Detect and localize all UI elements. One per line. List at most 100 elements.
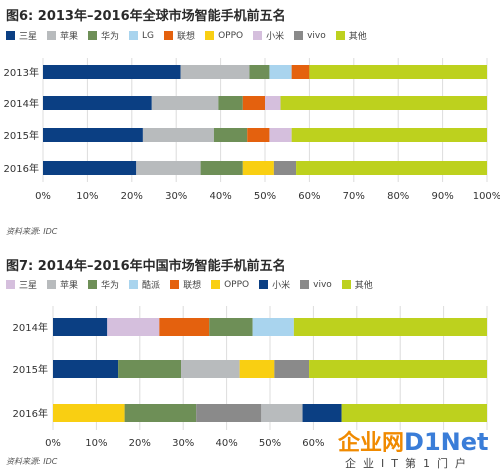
legend-label: LG — [142, 30, 155, 41]
x-tick-label: 100% — [473, 191, 500, 202]
x-tick-label: 0% — [35, 191, 51, 202]
legend-label: OPPO — [218, 30, 244, 41]
legend-item: vivo — [300, 280, 332, 290]
chart2-plot: 2014年 2015年 2016年 0% 10% 20% 30% 40% 50% 60% — [13, 306, 488, 449]
bar-segment — [200, 161, 243, 175]
bar-segment — [196, 404, 262, 422]
bar-segment — [136, 161, 201, 175]
legend-item: LG — [129, 31, 154, 41]
bar-segment — [265, 96, 281, 110]
bar-segment — [309, 65, 487, 79]
x-tick-label: 40% — [209, 191, 231, 202]
legend-swatch — [129, 280, 139, 289]
legend-item: 酷派 — [129, 278, 160, 291]
legend-swatch — [129, 31, 139, 40]
bar-segment — [309, 360, 487, 378]
x-tick-label: 50% — [259, 438, 281, 449]
bar-segment — [274, 360, 310, 378]
legend-label: 联想 — [183, 281, 202, 291]
x-tick-label: 70% — [343, 191, 365, 202]
x-tick-label: 60% — [302, 438, 324, 449]
x-tick-label: 0% — [45, 438, 61, 449]
legend-item: OPPO — [211, 280, 249, 290]
legend-item: 其他 — [335, 29, 367, 42]
legend-swatch — [294, 31, 304, 40]
bar-segment — [291, 128, 487, 142]
legend-item: 华为 — [88, 278, 119, 291]
chart1-plot: 2013年 2014年 2015年 2016年 0% 10% 20% 30% 40% 50% 60%… — [4, 58, 500, 202]
legend-item: 其他 — [341, 278, 373, 291]
chart2-source: 资料来源: IDC — [6, 457, 58, 466]
category-label: 2014年 — [4, 97, 39, 110]
legend-label: 三星 — [19, 281, 38, 291]
bar-segment — [242, 161, 274, 175]
bar-segment — [242, 96, 265, 110]
bar-segment — [53, 404, 125, 422]
x-tick-label: 80% — [387, 191, 409, 202]
legend-swatch — [341, 280, 351, 289]
legend-label: vivo — [313, 279, 332, 290]
bar-segment — [43, 65, 181, 79]
legend-item: 三星 — [6, 278, 37, 291]
bar-segment — [53, 318, 108, 336]
bar-segment — [302, 404, 342, 422]
category-label: 2015年 — [4, 129, 39, 142]
bar-segment — [341, 404, 487, 422]
category-label: 2015年 — [13, 363, 48, 376]
legend-label: 苹果 — [60, 32, 79, 42]
bar-segment — [239, 360, 275, 378]
legend-swatch — [300, 280, 310, 289]
legend-label: 苹果 — [60, 281, 79, 291]
chart2-legend: 三星 苹果 华为 酷派 联想 OPPO 小米 vivo 其他 — [6, 278, 373, 291]
chart2-title: 图7: 2014年–2016年中国市场智能手机前五名 — [6, 259, 286, 274]
legend-label: OPPO — [224, 279, 250, 290]
legend-item: 联想 — [164, 29, 195, 42]
bar-segment — [280, 96, 487, 110]
bar-segment — [273, 161, 297, 175]
bar-segment — [159, 318, 210, 336]
watermark-cn: 企业网 — [338, 431, 405, 456]
bar-segment — [209, 318, 253, 336]
legend-item: 苹果 — [47, 278, 78, 291]
bar-segment — [218, 96, 243, 110]
bar-segment — [249, 65, 270, 79]
legend-item: 三星 — [6, 29, 37, 42]
legend-label: 酷派 — [142, 281, 161, 291]
watermark-en: D1Net — [404, 428, 489, 456]
watermark-logo: 企业网D1Net — [338, 425, 488, 457]
legend-swatch — [88, 280, 98, 289]
legend-swatch — [6, 31, 15, 40]
legend-swatch — [47, 280, 57, 289]
legend-item: 小米 — [259, 278, 290, 291]
legend-item: vivo — [294, 31, 326, 41]
watermark-subtitle: 企业IT第1门户 — [345, 457, 473, 470]
legend-item: 联想 — [170, 278, 201, 291]
legend-label: 三星 — [19, 32, 38, 42]
legend-item: OPPO — [205, 31, 243, 41]
chart1-source: 资料来源: IDC — [6, 227, 58, 236]
x-tick-label: 50% — [254, 191, 276, 202]
bar-segment — [213, 128, 248, 142]
x-tick-label: 60% — [298, 191, 320, 202]
legend-label: 其他 — [354, 281, 373, 291]
bar-segment — [118, 360, 182, 378]
legend-swatch — [205, 31, 215, 40]
x-tick-label: 40% — [215, 438, 237, 449]
bar-segment — [181, 360, 240, 378]
legend-swatch — [170, 280, 180, 289]
legend-swatch — [253, 31, 263, 40]
x-tick-label: 30% — [165, 191, 187, 202]
legend-item: 小米 — [253, 29, 284, 42]
legend-swatch — [88, 31, 98, 40]
legend-swatch — [335, 31, 345, 40]
bar-segment — [43, 161, 137, 175]
legend-swatch — [211, 280, 221, 289]
legend-label: 联想 — [177, 32, 196, 42]
legend-label: 小米 — [272, 281, 291, 291]
legend-label: 其他 — [348, 32, 367, 42]
bar-segment — [151, 96, 219, 110]
legend-label: 华为 — [101, 32, 120, 42]
x-tick-label: 20% — [121, 191, 143, 202]
bar-segment — [261, 404, 303, 422]
legend-swatch — [47, 31, 57, 40]
